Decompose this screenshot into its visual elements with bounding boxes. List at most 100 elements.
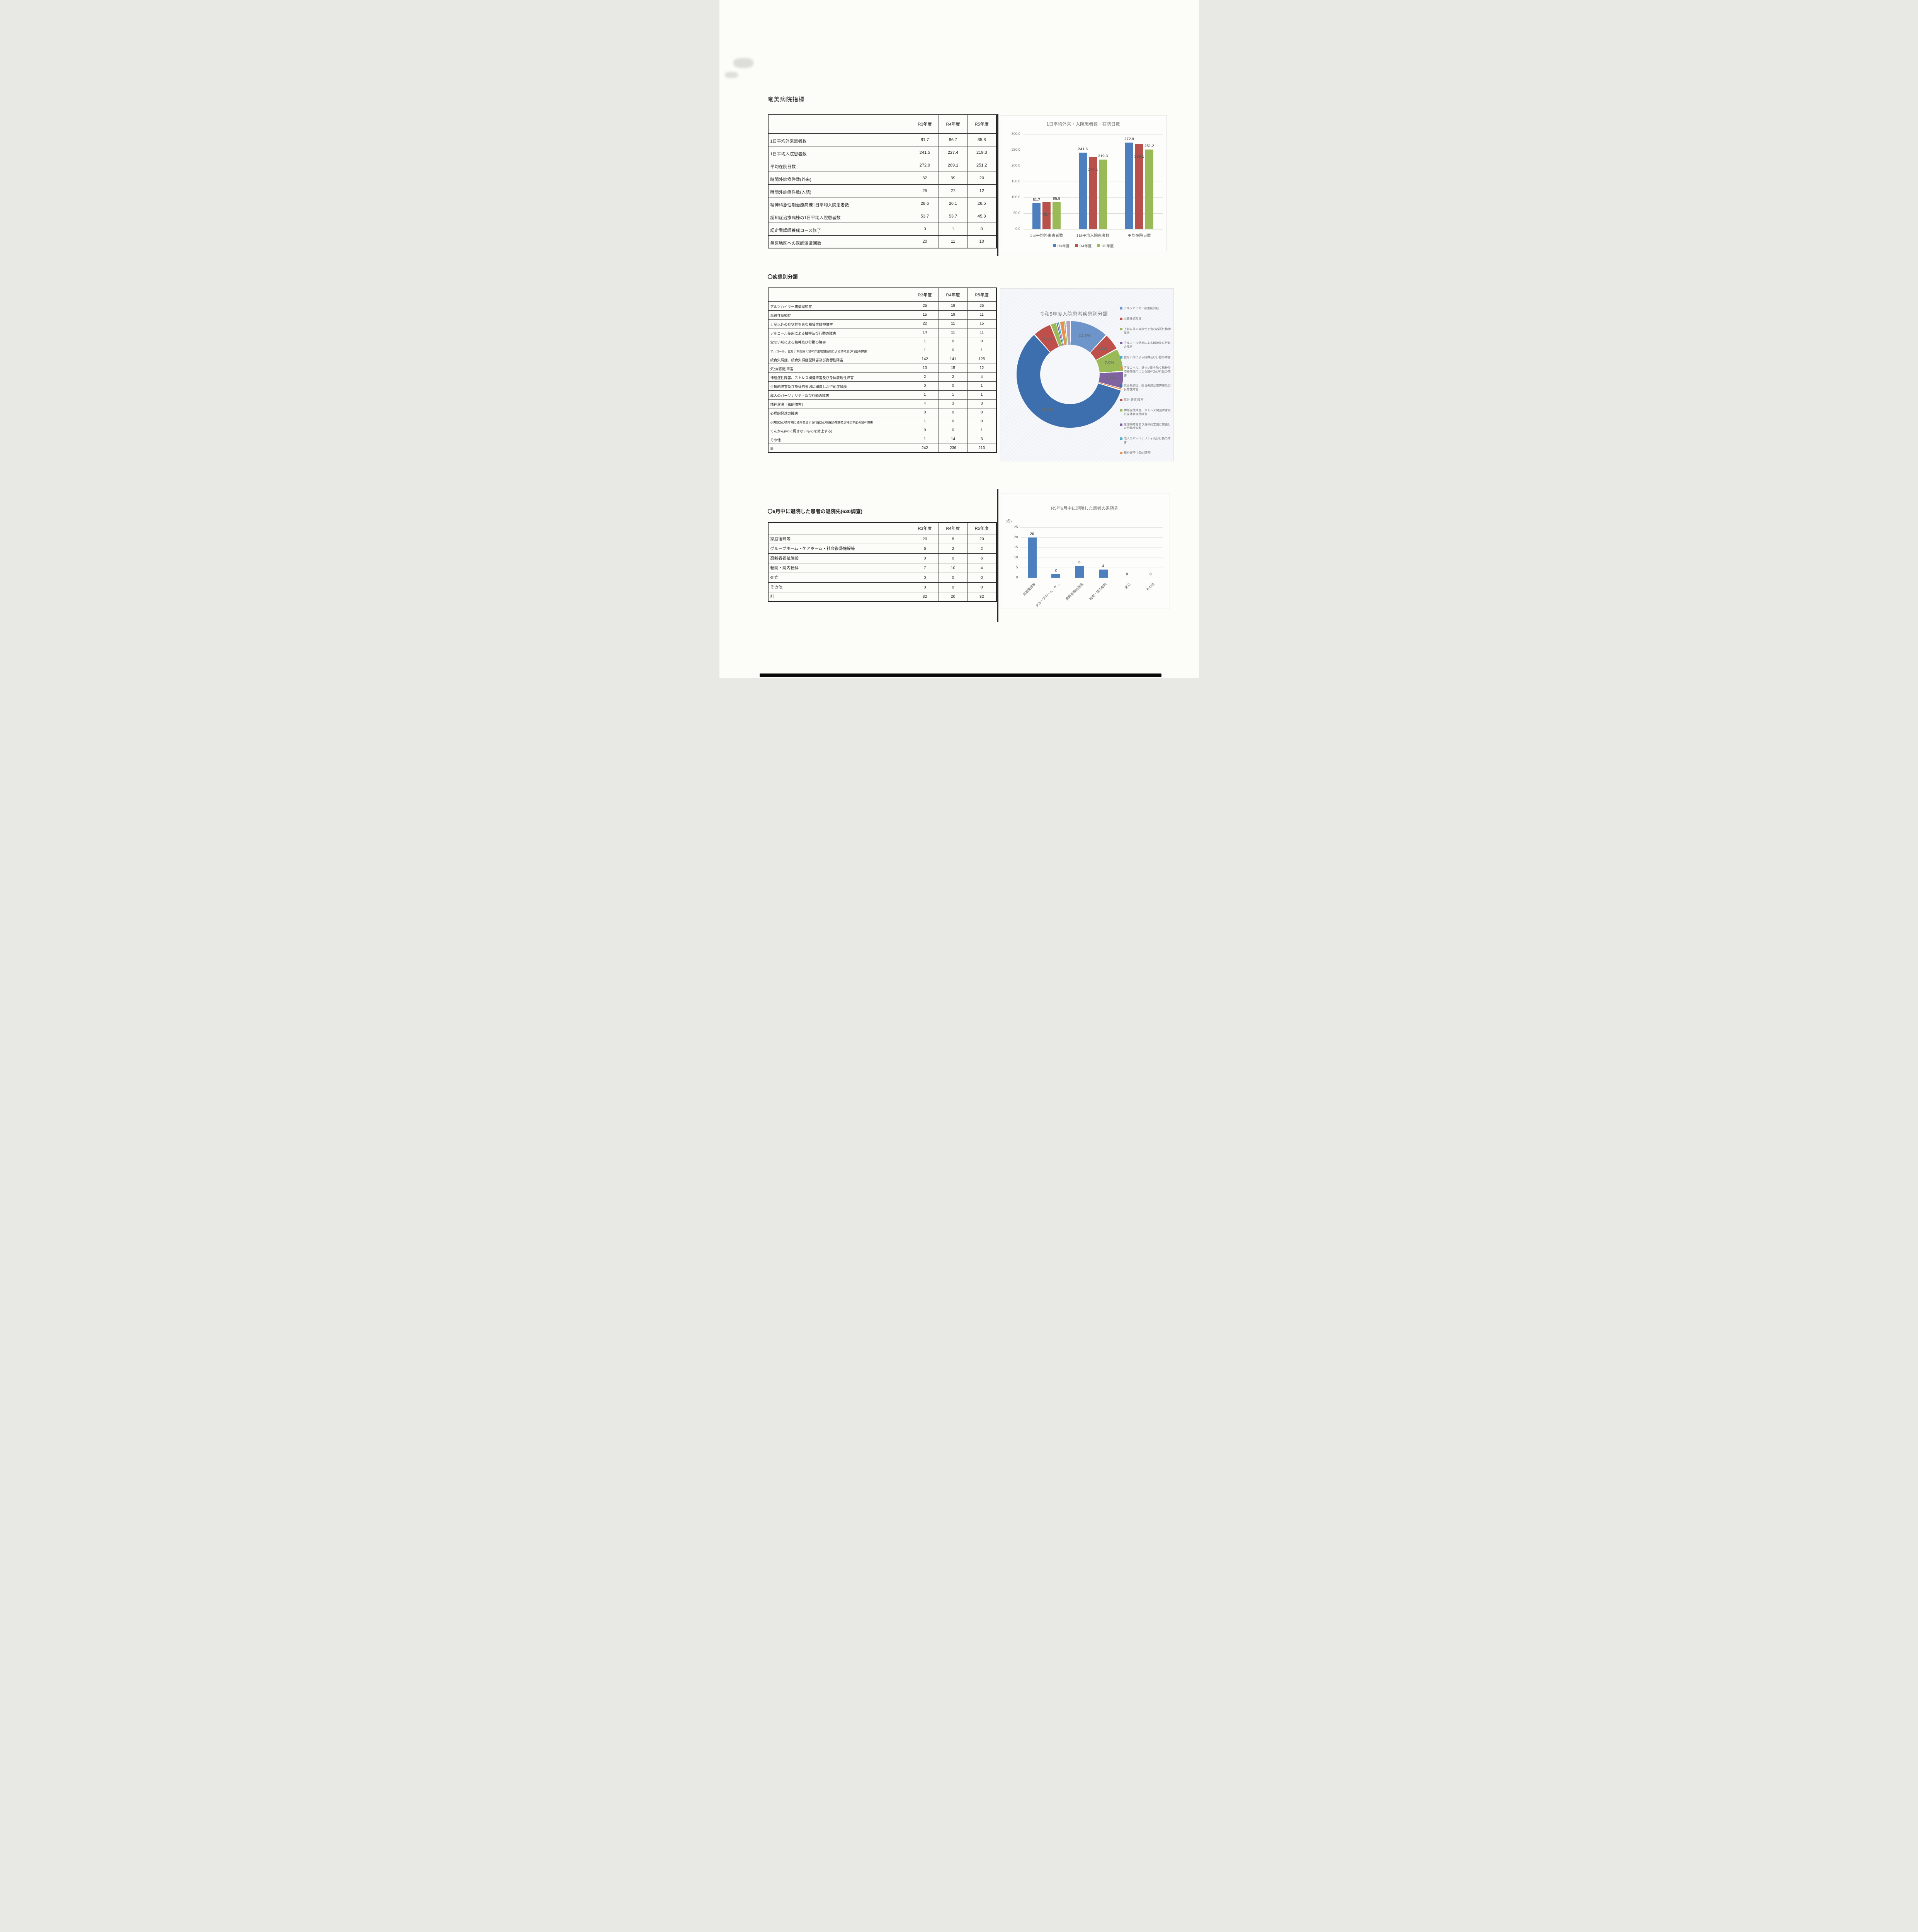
row-value: 8 [939, 534, 968, 544]
row-value: 0 [939, 425, 968, 435]
legend-swatch [1053, 244, 1056, 247]
row-value: 272.9 [911, 158, 939, 172]
row-label: 無医地区への医師派遣回数 [768, 235, 911, 248]
row-value: 242 [911, 443, 939, 453]
header-blank-cell [768, 114, 911, 134]
legend-label: R3年度 [1057, 244, 1070, 248]
row-value: 251.2 [967, 158, 996, 172]
scan-fold-line [997, 114, 998, 256]
bar-value-label: 6 [1078, 560, 1081, 565]
section-discharge-title: 〇6月中に退院した患者の退院先(630調査) [767, 509, 863, 514]
table-row: 心理的発達の障害 0 0 0 [768, 408, 996, 417]
row-value: 20 [967, 534, 996, 544]
legend-label: 神経症性障害、ストレス関連障害及び身体表現性障害 [1124, 408, 1171, 416]
donut-legend-item: 覚せい剤による精神及び行動の障害 [1120, 355, 1172, 359]
donut-percent-label: 58.7% [1041, 407, 1054, 412]
bar-R4年度-1日平均外来患者数 [1042, 201, 1051, 229]
row-value: 22 [911, 319, 939, 328]
legend-swatch [1075, 244, 1078, 247]
table-row: アルツハイマー病型認知症 25 19 25 [768, 301, 996, 311]
gridline [1020, 537, 1163, 538]
row-value: 81.7 [911, 133, 939, 146]
table-row: 時間外診療件数(入院) 25 27 12 [768, 184, 996, 197]
table-header-row: R3年度 R4年度 R5年度 [768, 114, 996, 134]
row-value: 11 [939, 319, 968, 328]
row-value: 10 [967, 235, 996, 248]
row-value: 0 [967, 417, 996, 426]
donut-hole [1040, 345, 1100, 404]
legend-label: 気分(感情)障害 [1124, 398, 1144, 402]
donut-legend-item: 血管性認知症 [1120, 317, 1172, 321]
row-label: その他 [768, 434, 911, 444]
row-value: 213 [967, 443, 996, 453]
row-value: 39 [939, 171, 968, 185]
row-label: 気分(感情)障害 [768, 363, 911, 373]
row-label: アルツハイマー病型認知症 [768, 301, 911, 311]
row-label: 統合失調症、統合失調症型障害及び妄想性障害 [768, 354, 911, 364]
legend-swatch [1120, 409, 1122, 412]
row-value: 125 [967, 354, 996, 364]
row-value: 0 [911, 381, 939, 391]
row-value: 0 [939, 337, 968, 346]
legend-label: R4年度 [1079, 244, 1092, 248]
row-value: 11 [967, 310, 996, 320]
donut-legend-item: 成人のパーソナリティ及び行動の障害 [1120, 437, 1172, 444]
row-label: 認知症治療病棟の1日平均入院患者数 [768, 209, 911, 223]
disease-donut-chart: 令和5年度入院患者疾患別分類 アルツハイマー病型認知症 血管性認知症 上記以外の症状… [1000, 288, 1174, 461]
row-value: 142 [911, 354, 939, 364]
row-value: 14 [939, 434, 968, 444]
row-value: 1 [967, 345, 996, 355]
row-value: 227.4 [939, 146, 968, 159]
scanned-document-page: 奄美病院指標 R3年度 R4年度 R5年度 1日平均外来患者数 81.7 86.7 8… [719, 0, 1199, 678]
legend-label: アルコール使用による精神及び行動の障害 [1124, 341, 1171, 349]
row-value: 1 [911, 337, 939, 346]
y-axis-tick: 25 [1014, 525, 1018, 529]
row-label: アルコール使用による精神及び行動の障害 [768, 328, 911, 337]
x-axis-label: 転院・院内転科 [1088, 582, 1108, 601]
row-value: 13 [911, 363, 939, 373]
row-label: 認定看護師養成コース修了 [768, 222, 911, 236]
legend-label: 統合失調症、統合失調症型障害及び妄想性障害 [1124, 384, 1171, 391]
legend-label: 覚せい剤による精神及び行動の障害 [1124, 355, 1171, 359]
row-label: 生理的障害及び身体的要因に関連した行動症候群 [768, 381, 911, 391]
row-value: 0 [967, 222, 996, 236]
row-value: 219.3 [967, 146, 996, 159]
row-value: 14 [911, 328, 939, 337]
row-value: 32 [967, 592, 996, 602]
donut-legend-item: アルコール使用による精神及び行動の障害 [1120, 341, 1172, 349]
row-value: 4 [911, 399, 939, 408]
bar-value-label: 81.7 [1032, 198, 1041, 202]
bar-R5年度-1日平均入院患者数 [1099, 160, 1107, 229]
row-value: 0 [939, 417, 968, 426]
bar-グループホーム・ケ… [1051, 573, 1060, 578]
row-value: 85.8 [967, 133, 996, 146]
bar-R5年度-1日平均外来患者数 [1053, 202, 1061, 229]
bar-value-label: 85.8 [1053, 196, 1061, 201]
chart-title: 1日平均外来・入院患者数・在院日数 [1046, 122, 1120, 127]
legend-swatch [1120, 399, 1122, 401]
bar-value-label: 86.7 [1042, 212, 1051, 217]
bar-value-label: 0 [1149, 572, 1152, 577]
row-value: 3 [939, 399, 968, 408]
y-axis-unit: (名) [1005, 519, 1012, 524]
header-r5: R5年度 [967, 287, 996, 302]
legend-swatch [1120, 356, 1122, 359]
scan-smudge [724, 72, 738, 78]
header-r5: R5年度 [967, 114, 996, 134]
row-value: 25 [911, 184, 939, 197]
table-row: アルコール使用による精神及び行動の障害 14 11 11 [768, 328, 996, 337]
table-row: 1日平均外来患者数 81.7 86.7 85.8 [768, 133, 996, 146]
y-axis-tick: 15 [1014, 545, 1018, 549]
legend-swatch [1120, 317, 1122, 320]
table-row: 神経症性障害、ストレス関連障害及び身体表現性障害 2 2 4 [768, 372, 996, 382]
row-value: 32 [911, 592, 939, 602]
x-axis-label: 平均在院日数 [1127, 234, 1151, 238]
row-value: 32 [911, 171, 939, 185]
legend-label: アルツハイマー病型認知症 [1124, 306, 1159, 310]
row-label: グループホーム・ケアホーム・社会復帰施設等 [768, 543, 911, 554]
bar-転院・院内転科 [1098, 570, 1108, 578]
table-row: 気分(感情)障害 13 15 12 [768, 363, 996, 373]
row-value: 26.1 [939, 197, 968, 210]
table-row: 統合失調症、統合失調症型障害及び妄想性障害 142 141 125 [768, 354, 996, 364]
table-row: 家庭復帰等 20 8 20 [768, 534, 996, 544]
